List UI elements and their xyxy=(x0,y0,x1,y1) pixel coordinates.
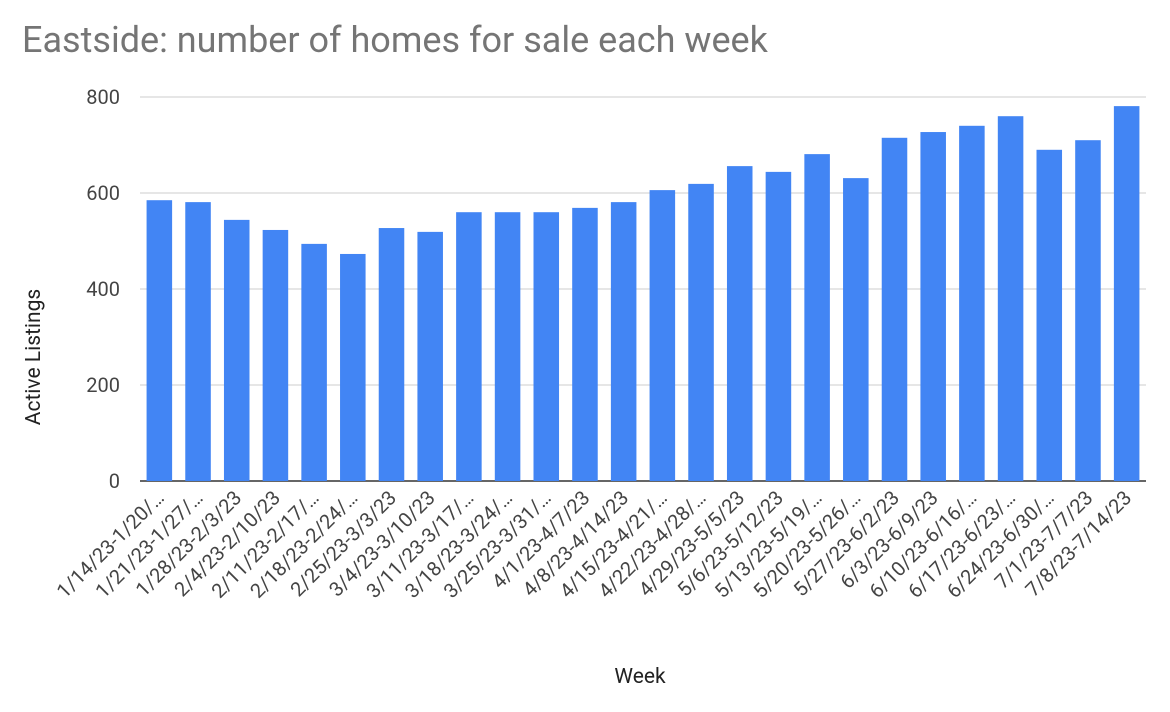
bar xyxy=(223,219,250,481)
bar xyxy=(417,231,443,481)
y-tick-label: 200 xyxy=(86,373,120,397)
bar xyxy=(920,132,946,482)
x-axis-title: Week xyxy=(614,665,666,689)
bar xyxy=(1113,106,1140,482)
bar xyxy=(649,190,676,481)
bar xyxy=(959,125,985,482)
bar xyxy=(572,207,598,481)
bar xyxy=(494,212,521,481)
bar xyxy=(765,171,792,481)
bar xyxy=(843,178,869,481)
y-tick-label: 600 xyxy=(86,181,120,205)
bar xyxy=(997,116,1024,481)
chart-title: Eastside: number of homes for sale each … xyxy=(22,19,769,61)
y-tick-label: 800 xyxy=(86,85,120,109)
bar xyxy=(881,137,908,482)
bar xyxy=(185,202,211,481)
bar xyxy=(804,154,830,481)
bar xyxy=(1075,140,1101,481)
bar xyxy=(262,229,289,481)
y-axis-title: Active Listings xyxy=(22,289,46,426)
bar xyxy=(726,166,753,481)
bar xyxy=(533,212,560,481)
bar xyxy=(146,200,173,481)
bar xyxy=(378,228,405,481)
bar xyxy=(610,202,637,481)
bar xyxy=(301,243,327,481)
bar xyxy=(340,253,366,481)
bar xyxy=(456,212,482,481)
bar xyxy=(1036,149,1063,482)
y-tick-label: 0 xyxy=(109,469,120,493)
bar xyxy=(688,183,714,481)
y-tick-label: 400 xyxy=(86,277,120,301)
